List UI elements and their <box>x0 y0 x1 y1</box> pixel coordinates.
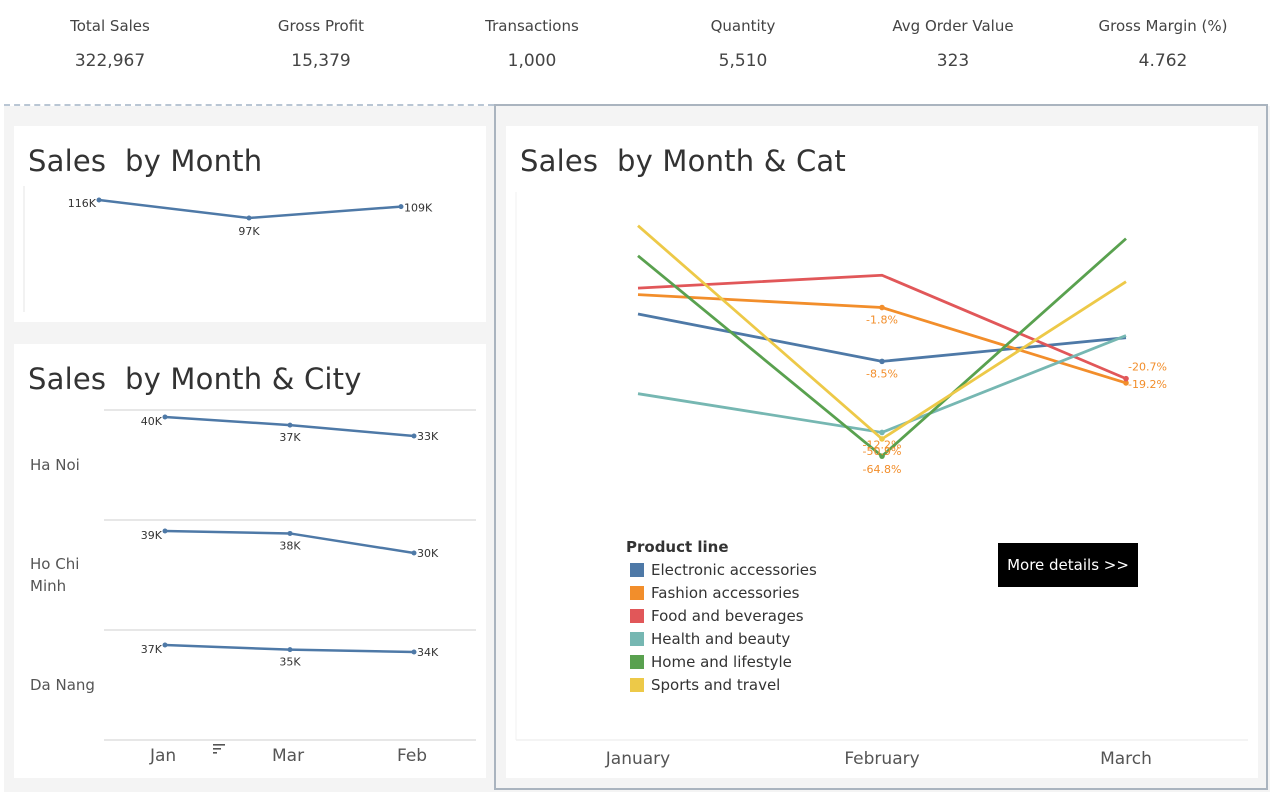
legend-swatch <box>630 585 644 600</box>
legend-swatch <box>630 677 644 692</box>
x-tick-label: Feb <box>397 746 428 766</box>
series-line <box>98 198 402 220</box>
legend-entry[interactable]: Home and lifestyle <box>626 650 817 673</box>
more-details-button[interactable]: More details >> <box>998 543 1138 587</box>
data-label: 116K <box>68 197 97 210</box>
data-point[interactable] <box>1123 380 1129 386</box>
sales-by-city-chart: 40K 37K 33K 39K 38K 30K 37K 35K 34K <box>104 409 476 741</box>
kpi-label: Gross Margin (%) <box>1098 17 1228 35</box>
legend-label: Sports and travel <box>651 675 781 694</box>
city-label-ho-chi-minh: Ho Chi Minh <box>30 555 80 595</box>
data-label: 33K <box>417 430 439 443</box>
data-label: -50.9% <box>863 445 902 458</box>
series-line <box>637 273 1127 380</box>
data-label: 30K <box>417 547 439 560</box>
kpi-value: 323 <box>936 51 970 71</box>
legend-label: Fashion accessories <box>651 583 800 602</box>
chart-title: Sales by Month <box>28 144 263 178</box>
kpi-bar: Total Sales 322,967 Gross Profit 15,379 … <box>0 0 1278 104</box>
legend-swatch <box>630 608 644 623</box>
data-point[interactable] <box>879 436 885 442</box>
data-point[interactable] <box>287 530 293 536</box>
x-tick-label: January <box>605 749 670 769</box>
kpi-label: Transactions <box>485 17 579 35</box>
data-label: -1.8% <box>866 314 898 327</box>
x-tick-label: February <box>844 749 919 769</box>
x-tick-label: Mar <box>272 746 305 766</box>
kpi-value: 322,967 <box>74 51 146 71</box>
data-label: -64.8% <box>863 463 902 476</box>
legend-entry[interactable]: Food and beverages <box>626 604 817 627</box>
sales-by-month-chart: 116K 97K 109K <box>23 186 433 312</box>
data-label: 37K <box>279 431 301 444</box>
legend: Product line Electronic accessories Fashi… <box>626 538 817 696</box>
sales-by-month-card: Sales by Month 116K 97K 109K <box>14 126 486 322</box>
legend-swatch <box>630 562 644 577</box>
sort-icon[interactable] <box>213 744 225 754</box>
data-label: 35K <box>279 656 301 669</box>
selected-container-frame <box>494 104 1268 790</box>
chart-title: Sales by Month & City <box>28 362 362 396</box>
data-label: 40K <box>141 415 163 428</box>
x-tick-label: March <box>1100 749 1152 769</box>
legend-entry[interactable]: Electronic accessories <box>626 558 817 581</box>
kpi-value: 15,379 <box>291 51 351 71</box>
data-point[interactable] <box>246 215 252 221</box>
data-label: 38K <box>279 539 301 552</box>
x-tick-label: Jan <box>150 746 177 766</box>
data-label: 109K <box>404 202 433 215</box>
data-label: 39K <box>141 529 163 542</box>
legend-title: Product line <box>626 538 729 556</box>
legend-entry[interactable]: Fashion accessories <box>626 581 817 604</box>
data-point[interactable] <box>879 358 885 365</box>
chart-title: Sales by Month & Cat <box>520 144 846 178</box>
data-point[interactable] <box>1123 375 1129 382</box>
legend-entry[interactable]: Sports and travel <box>626 673 817 696</box>
kpi-label: Total Sales <box>70 17 150 35</box>
data-point[interactable] <box>96 197 102 203</box>
series-line <box>637 334 1127 434</box>
data-label: 37K <box>141 643 163 656</box>
data-point[interactable] <box>162 414 168 420</box>
series-line <box>637 224 1127 441</box>
sales-by-category-card: Sales by Month & Cat -8.5% -1.8% -19.2% -20… <box>506 126 1258 778</box>
legend-label: Electronic accessories <box>651 560 817 579</box>
data-point[interactable] <box>879 429 885 436</box>
data-point[interactable] <box>411 550 417 556</box>
legend-entry[interactable]: Health and beauty <box>626 627 817 650</box>
legend-label: Health and beauty <box>651 629 791 648</box>
data-point[interactable] <box>287 422 293 428</box>
legend-label: Home and lifestyle <box>651 652 792 671</box>
data-label: 34K <box>417 646 439 659</box>
kpi-value: 1,000 <box>507 51 557 71</box>
kpi-label: Avg Order Value <box>892 17 1014 35</box>
data-point[interactable] <box>162 528 168 534</box>
legend-label: Food and beverages <box>651 606 804 625</box>
data-label: 97K <box>238 225 260 238</box>
data-point[interactable] <box>879 453 885 459</box>
sales-by-city-card: Sales by Month & City Ha Noi Ho Chi Minh… <box>14 344 486 778</box>
data-point[interactable] <box>398 204 404 210</box>
data-point[interactable] <box>411 433 417 439</box>
kpi-label: Quantity <box>710 17 776 35</box>
sales-by-category-chart: -8.5%-1.8%-19.2%-20.7%-12.2%-64.8%-50.9%… <box>515 192 1248 769</box>
kpi-label: Gross Profit <box>277 17 365 35</box>
data-point[interactable] <box>411 649 417 655</box>
data-point[interactable] <box>879 304 885 311</box>
data-label: -19.2% <box>1128 378 1167 391</box>
kpi-value: 4.762 <box>1138 51 1188 71</box>
data-point[interactable] <box>287 647 293 653</box>
city-label-ha-noi: Ha Noi <box>30 456 80 474</box>
section-divider <box>4 104 494 106</box>
data-point[interactable] <box>162 642 168 648</box>
legend-swatch <box>630 654 644 669</box>
data-label: -8.5% <box>866 367 898 380</box>
legend-swatch <box>630 631 644 646</box>
kpi-value: 5,510 <box>718 51 768 71</box>
city-label-da-nang: Da Nang <box>30 676 95 694</box>
data-label: -20.7% <box>1128 361 1167 374</box>
